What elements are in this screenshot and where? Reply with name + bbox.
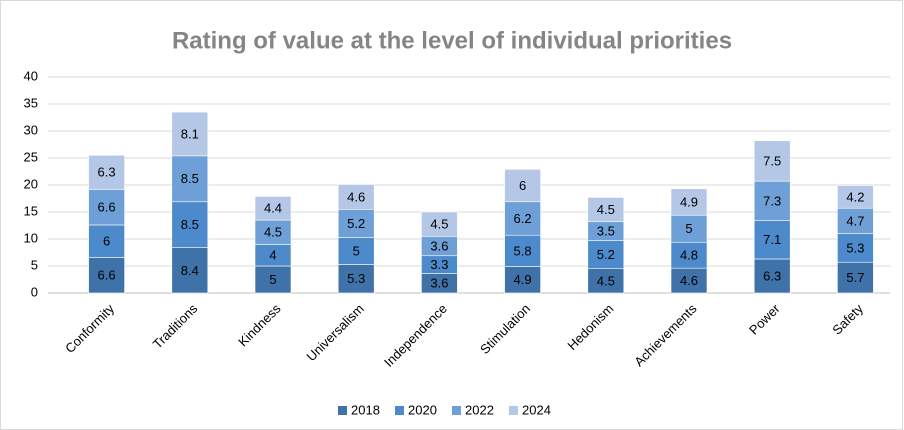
bar-segment	[88, 155, 125, 190]
bar-segment	[171, 111, 209, 157]
value-label: 4.6	[347, 189, 365, 204]
value-label: 7.1	[763, 232, 781, 247]
value-label: 5.2	[597, 247, 615, 262]
value-label: 6.6	[98, 200, 116, 215]
bar-segment	[337, 237, 375, 265]
value-label: 3.3	[430, 257, 448, 272]
bar-segment	[504, 169, 541, 203]
y-tick-label: 40	[24, 68, 38, 83]
bar-segment	[504, 201, 541, 236]
value-label: 6.3	[98, 165, 116, 180]
y-tick-label: 30	[24, 122, 38, 137]
value-label: 4.6	[680, 273, 698, 288]
value-label: 5.3	[846, 240, 864, 255]
bar-segment	[88, 257, 125, 294]
bar-segment	[88, 224, 125, 258]
legend-label: 2018	[351, 402, 380, 417]
value-label: 5.8	[514, 243, 532, 258]
bar-segment	[337, 209, 375, 238]
value-label: 4	[269, 248, 276, 263]
bar-segment	[753, 258, 791, 294]
bar-segment	[504, 266, 541, 294]
value-label: 6.2	[514, 211, 532, 226]
bar-segment	[837, 185, 874, 209]
value-label: 4.9	[514, 272, 532, 287]
value-label: 4.5	[597, 273, 615, 288]
value-label: 6.6	[98, 268, 116, 283]
value-label: 4.7	[846, 213, 864, 228]
y-tick-label: 25	[24, 149, 38, 164]
value-label: 4.8	[680, 248, 698, 263]
value-label: 5	[353, 243, 360, 258]
y-tick-label: 20	[24, 176, 38, 191]
value-label: 4.4	[264, 201, 282, 216]
value-label: 5.7	[846, 270, 864, 285]
value-label: 4.5	[597, 202, 615, 217]
value-label: 7.3	[763, 193, 781, 208]
y-tick-label: 10	[24, 230, 38, 245]
value-label: 5	[685, 221, 692, 236]
bar-segment	[254, 219, 292, 245]
legend-swatch	[395, 406, 404, 415]
bar-segment	[254, 265, 292, 294]
legend-swatch	[452, 406, 461, 415]
bar-segment	[670, 214, 708, 243]
y-tick-label: 15	[24, 203, 38, 218]
value-label: 4.9	[680, 194, 698, 209]
value-label: 5.2	[347, 216, 365, 231]
bar-segment	[171, 201, 209, 248]
y-tick-label: 35	[24, 95, 38, 110]
value-label: 3.6	[430, 238, 448, 253]
bar-segment	[88, 189, 125, 226]
bar-segment	[171, 155, 209, 203]
bar-segment	[171, 247, 209, 294]
chart-title: Rating of value at the level of individu…	[172, 27, 732, 54]
bar-segment	[753, 140, 791, 182]
value-label: 8.4	[181, 263, 199, 278]
legend-swatch	[509, 406, 518, 415]
bar-segment	[753, 180, 791, 221]
bar-segment	[670, 188, 708, 216]
value-label: 5.3	[347, 271, 365, 286]
value-label: 3.5	[597, 224, 615, 239]
bar-segment	[254, 196, 292, 221]
legend-label: 2022	[465, 402, 494, 417]
value-label: 5	[269, 272, 276, 287]
bar-segment	[504, 234, 541, 267]
bar-segment	[587, 268, 625, 294]
y-tick-label: 5	[31, 257, 38, 272]
legend-swatch	[338, 406, 347, 415]
value-label: 3.6	[430, 276, 448, 291]
bar-segment	[421, 211, 458, 237]
bar-segment	[837, 261, 874, 294]
value-label: 8.1	[181, 126, 199, 141]
bar-segment	[837, 207, 874, 234]
value-label: 7.5	[763, 153, 781, 168]
bar-segment	[337, 264, 375, 294]
value-label: 4.2	[846, 189, 864, 204]
y-tick-label: 0	[31, 284, 38, 299]
value-label: 4.5	[430, 217, 448, 232]
value-label: 6	[519, 178, 526, 193]
bar-segment	[670, 241, 708, 269]
value-label: 8.5	[181, 217, 199, 232]
bar-segment	[337, 184, 375, 210]
bar-segment	[587, 197, 625, 223]
value-label: 6.3	[763, 268, 781, 283]
value-label: 8.5	[181, 171, 199, 186]
value-label: 4.5	[264, 225, 282, 240]
legend-label: 2024	[522, 402, 551, 417]
value-label: 6	[103, 234, 110, 249]
legend-label: 2020	[408, 402, 437, 417]
bar-segment	[753, 220, 791, 260]
